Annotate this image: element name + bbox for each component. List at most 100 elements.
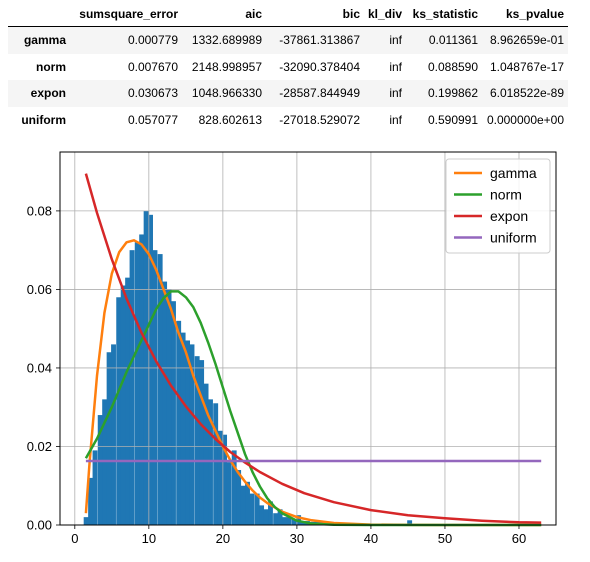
- histogram-bar: [245, 481, 250, 525]
- x-tick-label: 30: [290, 531, 304, 546]
- table-cell: 1048.966330: [191, 86, 262, 101]
- histogram-bar: [157, 254, 163, 525]
- y-tick-label: 0.08: [27, 203, 52, 218]
- histogram-bar: [231, 450, 237, 525]
- table-cell: 6.018522e-89: [489, 86, 565, 101]
- histogram-bar: [152, 250, 158, 525]
- table-cell: -27018.529072: [279, 112, 360, 127]
- table-row: norm 0.007670 2148.998957 -32090.378404 …: [8, 54, 568, 81]
- histogram-bar: [291, 519, 297, 525]
- row-label: gamma: [23, 33, 66, 48]
- histogram-bar: [199, 360, 205, 525]
- table-cell: 2148.998957: [191, 59, 262, 74]
- table-row: expon 0.030673 1048.966330 -28587.844949…: [8, 80, 569, 107]
- table-cell: 0.590991: [427, 112, 479, 127]
- histogram-bar: [148, 214, 153, 525]
- x-tick-label: 40: [364, 531, 378, 546]
- histogram-bar: [286, 517, 292, 525]
- table-cell: 0.000779: [127, 33, 178, 48]
- histogram-bar: [139, 234, 145, 525]
- table-cell: inf: [389, 59, 403, 74]
- legend-label-norm: norm: [490, 187, 522, 203]
- series-line-expon: [84, 173, 542, 524]
- histogram-bar: [249, 493, 255, 525]
- table-cell: -32090.378404: [279, 59, 360, 74]
- histogram-bar: [240, 485, 246, 525]
- histogram-bar: [203, 383, 209, 525]
- table-row: gamma 0.000779 1332.689989 -37861.313867…: [8, 26, 569, 54]
- histogram-bar: [92, 450, 98, 525]
- histogram-bar: [194, 356, 200, 525]
- histogram-bar: [268, 501, 273, 525]
- table-cell: inf: [389, 33, 403, 48]
- histogram-bar: [134, 242, 140, 525]
- y-tick-label: 0.00: [27, 518, 52, 533]
- table-cell: 0.011361: [428, 33, 479, 48]
- table-cell: 828.602613: [198, 112, 262, 127]
- x-tick-label: 0: [71, 531, 78, 546]
- histogram-bar: [97, 415, 103, 525]
- histogram-bar: [120, 285, 126, 525]
- histogram-bar: [171, 301, 176, 525]
- histogram-bar: [166, 289, 172, 525]
- histogram-bar: [407, 520, 413, 525]
- histogram-bar: [129, 250, 135, 525]
- table-cell: inf: [389, 112, 403, 127]
- table-cell: 1332.689989: [191, 33, 262, 48]
- table-cell: 0.030673: [127, 86, 178, 101]
- table-cell: -37861.313867: [279, 33, 360, 48]
- table-cell: 0.088590: [427, 59, 479, 74]
- table-cell: 0.199862: [427, 86, 479, 101]
- row-label: expon: [30, 86, 66, 101]
- histogram-bar: [236, 470, 242, 525]
- table-cell: 0.007670: [127, 59, 178, 74]
- table-header: sumsquare_error aic bic kl_div ks_statis…: [8, 2, 569, 27]
- legend-label-gamma: gamma: [490, 165, 537, 181]
- histogram-bar: [259, 505, 265, 525]
- histogram-bar: [88, 477, 94, 525]
- table-cell: 0.057077: [127, 112, 178, 127]
- legend-label-uniform: uniform: [490, 230, 537, 246]
- histogram-bar: [222, 434, 228, 525]
- histogram-bar: [217, 430, 223, 525]
- series-line-gamma: [84, 239, 542, 527]
- histogram-bar: [189, 344, 195, 525]
- legend-box: [445, 158, 551, 254]
- histogram-bar: [282, 517, 287, 525]
- x-tick-label: 10: [142, 531, 156, 546]
- y-tick-label: 0.02: [27, 439, 52, 454]
- legend-label-expon: expon: [490, 208, 528, 224]
- table-cell: -28587.844949: [279, 86, 360, 101]
- table-row: uniform 0.057077 828.602613 -27018.52907…: [8, 107, 568, 134]
- histogram-bar: [277, 509, 283, 525]
- table-cell: 0.000000e+00: [486, 112, 565, 127]
- column-header-aic: aic: [182, 2, 266, 27]
- column-header-ks-pvalue: ks_pvalue: [482, 2, 569, 27]
- y-tick-label: 0.04: [27, 360, 52, 375]
- column-header-ks-statistic: ks_statistic: [406, 2, 483, 27]
- histogram-bar: [226, 462, 232, 525]
- histogram-bar: [106, 352, 112, 525]
- histogram-bar: [185, 340, 191, 525]
- column-header-bic: bic: [266, 2, 364, 27]
- histogram-bar: [111, 344, 116, 525]
- series-line-norm: [84, 290, 542, 527]
- row-label: norm: [36, 59, 66, 74]
- y-tick-label: 0.06: [27, 282, 52, 297]
- histogram-bar: [116, 297, 122, 525]
- x-tick-label: 50: [438, 531, 452, 546]
- table-cell: 8.962659e-01: [489, 33, 565, 48]
- histogram-bar: [213, 403, 219, 525]
- histogram-bar: [176, 320, 182, 525]
- histogram-bar: [180, 332, 186, 525]
- histogram-bar: [125, 277, 131, 525]
- table-cell: 1.048767e-17: [489, 59, 565, 74]
- row-label: uniform: [21, 112, 66, 127]
- x-tick-label: 60: [512, 531, 526, 546]
- histogram-bar: [254, 493, 260, 525]
- column-header-sumsquare-error: sumsquare_error: [72, 2, 182, 27]
- table-cell: inf: [389, 86, 403, 101]
- histogram-bar: [83, 517, 89, 525]
- distribution-fit-chart: 0 10 20 30 40 50 60 0.00 0.02 0.04 0.06 0.08 gamma no…: [27, 151, 557, 546]
- column-header-kl-div: kl_div: [364, 2, 407, 27]
